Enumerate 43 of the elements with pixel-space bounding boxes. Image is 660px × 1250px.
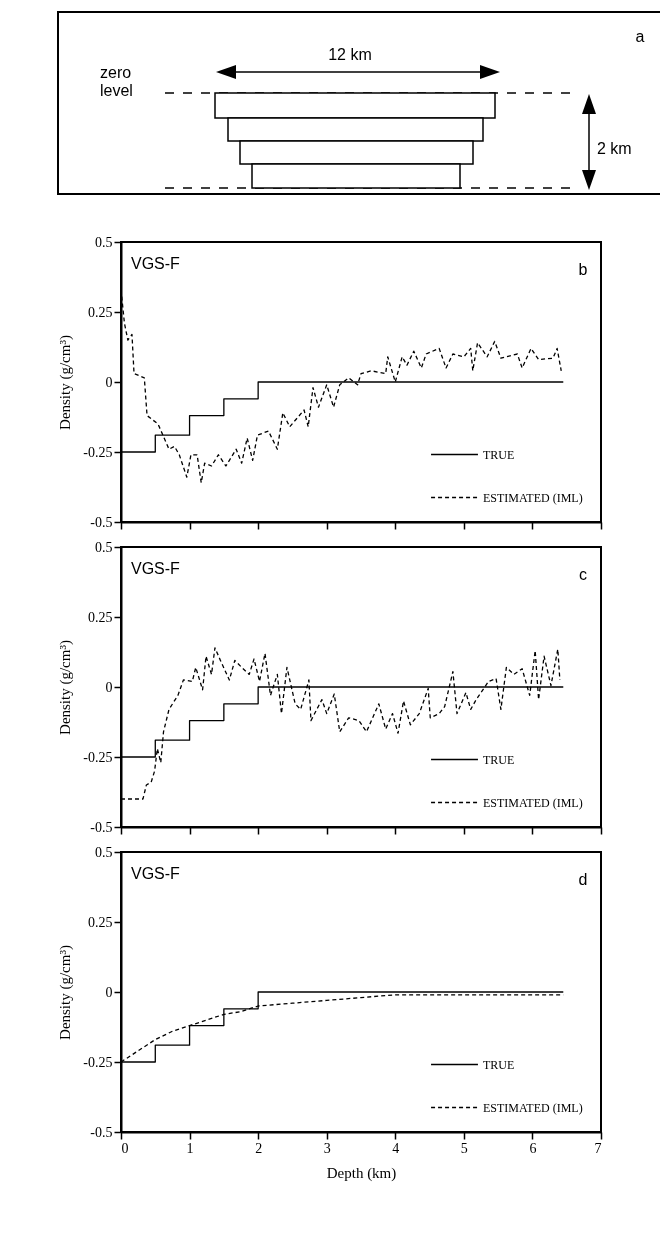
y-axis-title: Density (g/cm³) (57, 640, 75, 735)
annotation: VGS-F (131, 255, 181, 272)
x-tick-label: 3 (323, 1140, 331, 1156)
y-tick-label: -0.25 (83, 444, 113, 460)
legend-label: ESTIMATED (IML) (483, 795, 583, 810)
y-tick-label: -0.5 (90, 514, 113, 530)
y-axis-title: Density (g/cm³) (57, 335, 75, 430)
x-tick-label: 7 (594, 1140, 602, 1156)
y-axis-title: Density (g/cm³) (57, 945, 75, 1040)
x-axis-title: Depth (km) (326, 1164, 397, 1182)
y-tick-label: 0.5 (95, 844, 113, 860)
text: 2 km (597, 140, 632, 157)
y-tick-label: 0.5 (95, 234, 113, 250)
annotation: c (579, 566, 587, 583)
y-tick-label: 0 (105, 374, 113, 390)
y-tick-label: -0.5 (90, 1124, 113, 1140)
y-tick-label: 0.25 (88, 304, 113, 320)
annotation: VGS-F (131, 865, 181, 882)
y-tick-label: 0.5 (95, 539, 113, 555)
y-tick-label: -0.25 (83, 1054, 113, 1070)
text: 12 km (328, 46, 372, 63)
annotation: d (578, 871, 588, 888)
annotation: b (578, 261, 588, 278)
legend-label: ESTIMATED (IML) (483, 490, 583, 505)
text: a (635, 28, 645, 45)
y-tick-label: 0.25 (88, 609, 113, 625)
annotation: VGS-F (131, 560, 181, 577)
x-tick-label: 1 (186, 1140, 194, 1156)
legend-label: TRUE (483, 447, 515, 462)
y-tick-label: 0 (105, 984, 113, 1000)
y-tick-label: 0.25 (88, 914, 113, 930)
legend-label: ESTIMATED (IML) (483, 1100, 583, 1115)
legend-label: TRUE (483, 1057, 515, 1072)
x-tick-label: 4 (392, 1140, 400, 1156)
x-tick-label: 6 (529, 1140, 537, 1156)
y-tick-label: -0.25 (83, 749, 113, 765)
x-tick-label: 5 (460, 1140, 468, 1156)
x-tick-label: 0 (121, 1140, 129, 1156)
legend-label: TRUE (483, 752, 515, 767)
text: zero level (100, 64, 133, 99)
x-tick-label: 2 (255, 1140, 263, 1156)
y-tick-label: -0.5 (90, 819, 113, 835)
y-tick-label: 0 (105, 679, 113, 695)
